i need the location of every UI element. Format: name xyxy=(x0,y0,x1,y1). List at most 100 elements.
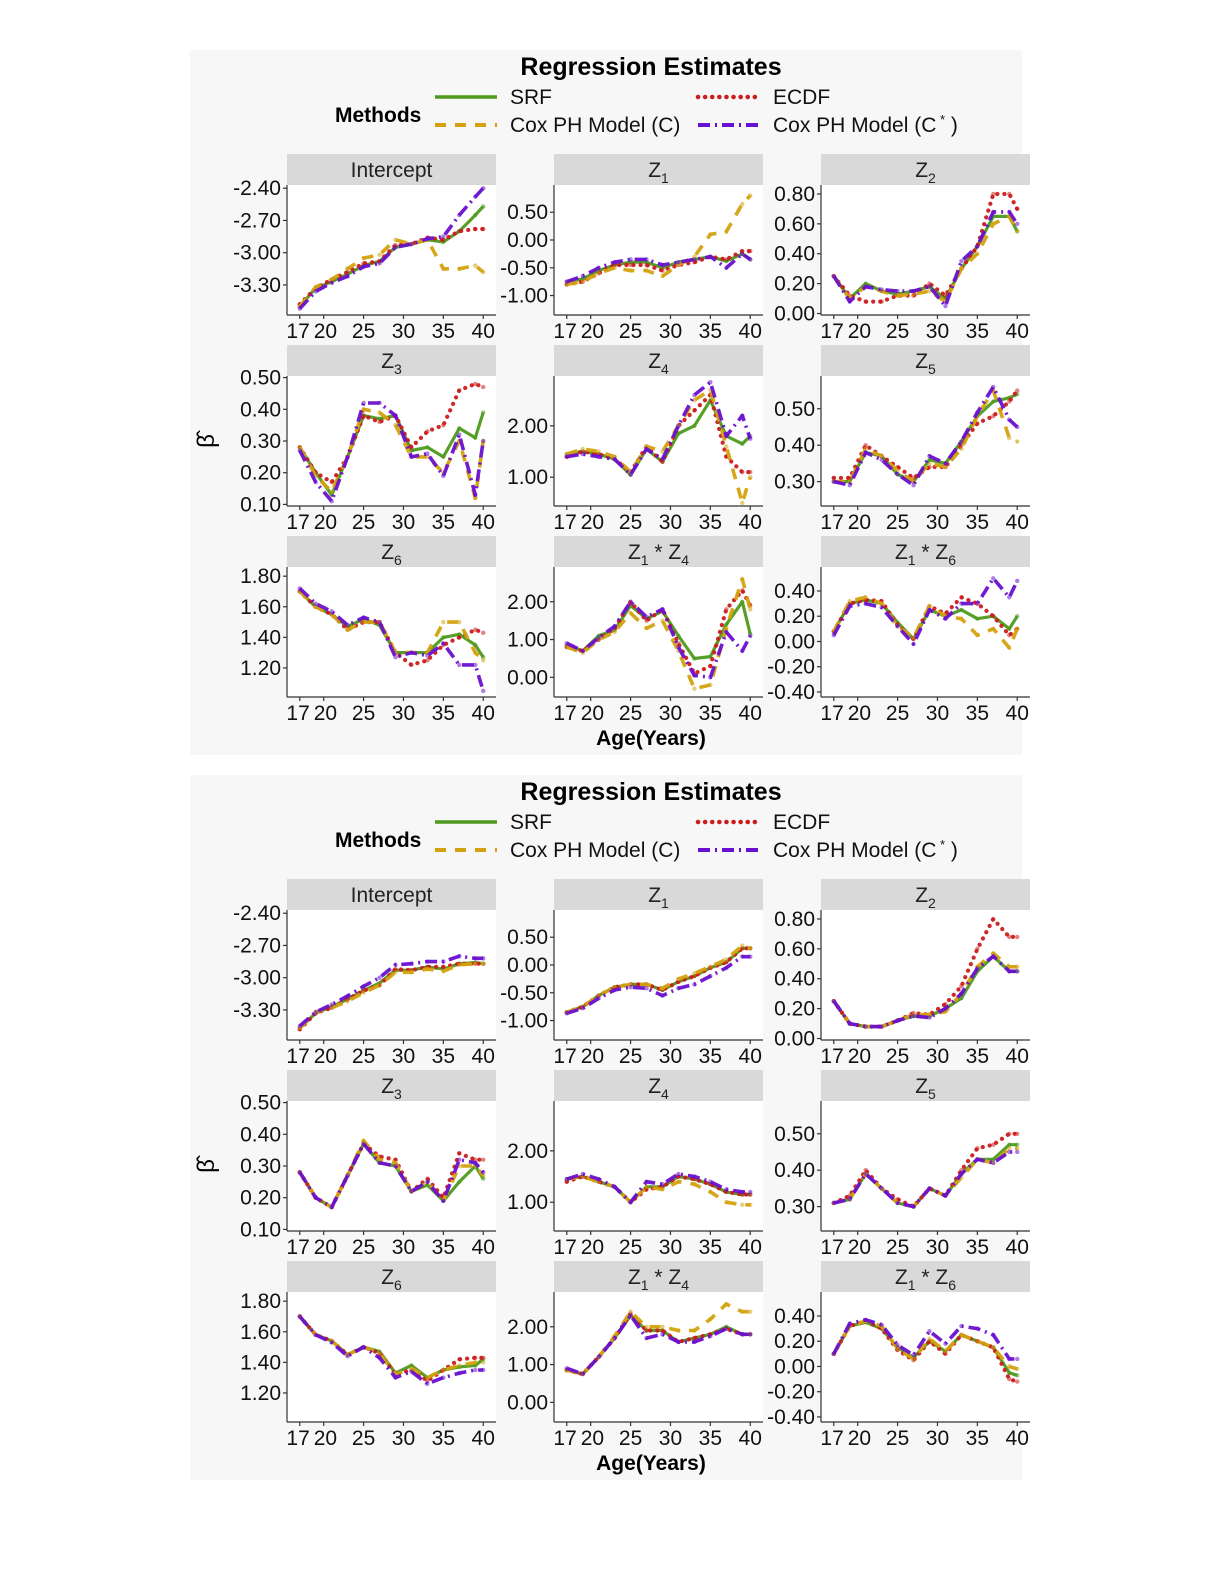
data-point-cox_cstar xyxy=(481,1170,486,1175)
data-point-ecdf xyxy=(975,946,980,952)
y-tick-label: -1.00 xyxy=(500,1010,548,1033)
panel-title: Intercept xyxy=(351,159,433,182)
panel-strip xyxy=(554,345,763,376)
data-point-cox_c xyxy=(1015,229,1020,234)
data-point-cox_cstar xyxy=(481,186,486,191)
panel-strip xyxy=(554,879,763,910)
data-point-cox_cstar xyxy=(927,1015,932,1020)
data-point-cox_c xyxy=(692,397,697,403)
data-point-cox_cstar xyxy=(473,1160,478,1166)
x-tick-label: 40 xyxy=(1006,320,1029,343)
data-point-cox_cstar xyxy=(847,1321,852,1326)
data-point-cox_cstar xyxy=(297,1314,302,1319)
legend-item-cox_c: Cox PH Model (C) xyxy=(435,839,680,862)
panel-title: Z1 * Z6 xyxy=(895,541,956,568)
data-point-cox_c xyxy=(724,626,729,631)
label-subscript: 1 xyxy=(641,1277,649,1293)
data-point-cox_c xyxy=(441,619,446,625)
data-point-cox_cstar xyxy=(708,973,713,979)
x-tick-label: 30 xyxy=(659,1236,682,1259)
data-point-cox_c xyxy=(748,1202,753,1207)
data-point-cox_cstar xyxy=(409,454,414,460)
data-point-ecdf xyxy=(441,422,446,428)
data-point-srf xyxy=(1007,1370,1012,1375)
data-point-cox_cstar xyxy=(377,261,382,266)
data-point-ecdf xyxy=(748,469,753,475)
legend-item-ecdf: ECDF xyxy=(695,86,830,109)
data-point-cox_cstar xyxy=(329,609,334,614)
data-point-cox_cstar xyxy=(313,1009,318,1015)
data-point-cox_c xyxy=(377,1157,382,1162)
data-point-ecdf xyxy=(361,261,366,266)
y-tick-label: 0.40 xyxy=(240,1123,281,1146)
data-point-cox_cstar xyxy=(879,605,884,610)
data-point-cox_c xyxy=(596,449,601,454)
data-point-cox_cstar xyxy=(361,984,366,989)
data-point-cox_cstar xyxy=(612,1184,617,1190)
data-point-cox_cstar xyxy=(740,1332,745,1337)
data-point-cox_c xyxy=(959,446,964,452)
x-tick-label: 30 xyxy=(392,511,415,534)
data-point-cox_cstar xyxy=(596,996,601,1001)
data-point-cox_c xyxy=(393,970,398,975)
data-point-cox_c xyxy=(724,444,729,449)
x-tick-label: 20 xyxy=(314,1236,337,1259)
x-tick-label: 25 xyxy=(619,511,642,534)
y-tick-label: -0.50 xyxy=(500,257,548,280)
data-point-cox_cstar xyxy=(1015,424,1020,430)
label-part: * Z xyxy=(916,1266,949,1289)
panel-title: Intercept xyxy=(351,884,433,907)
data-point-cox_c xyxy=(911,635,916,640)
data-point-cox_cstar xyxy=(895,624,900,629)
legend-label-ecdf: ECDF xyxy=(773,811,830,834)
data-point-cox_cstar xyxy=(831,1351,836,1357)
data-point-cox_cstar xyxy=(991,954,996,959)
label-subscript: 4 xyxy=(661,361,669,377)
x-tick-label: 40 xyxy=(739,320,762,343)
data-point-cox_cstar xyxy=(863,1171,868,1177)
data-point-ecdf xyxy=(991,413,996,419)
data-point-cox_c xyxy=(1015,964,1020,969)
y-tick-label: -3.30 xyxy=(233,999,281,1022)
data-point-cox_cstar xyxy=(724,1187,729,1192)
data-point-ecdf xyxy=(393,966,398,972)
data-point-cox_cstar xyxy=(425,451,430,456)
data-point-ecdf xyxy=(473,226,478,232)
data-point-cox_c xyxy=(676,976,681,982)
data-point-cox_c xyxy=(660,1187,665,1192)
panel-title: Z1 xyxy=(648,884,669,911)
data-point-cox_c xyxy=(361,619,366,625)
data-point-cox_c xyxy=(1007,1146,1012,1151)
data-point-cox_cstar xyxy=(297,1170,302,1175)
data-point-cox_cstar xyxy=(329,280,334,285)
data-point-ecdf xyxy=(1007,1376,1012,1382)
y-tick-label: 0.20 xyxy=(774,998,815,1021)
data-point-cox_cstar xyxy=(361,1344,366,1350)
plot-area xyxy=(554,1292,763,1422)
label-subscript: 6 xyxy=(948,552,956,568)
data-point-srf xyxy=(481,655,486,660)
data-point-ecdf xyxy=(457,388,462,393)
data-point-cox_cstar xyxy=(991,1332,996,1338)
data-point-cox_cstar xyxy=(409,241,414,247)
data-point-cox_cstar xyxy=(473,956,478,961)
y-tick-label: 0.40 xyxy=(774,434,815,457)
data-point-cox_cstar xyxy=(409,1189,414,1194)
data-point-cox_c xyxy=(959,1332,964,1338)
panel-strip xyxy=(821,154,1030,185)
data-point-cox_c xyxy=(748,193,753,198)
data-point-cox_cstar xyxy=(959,259,964,264)
data-point-cox_cstar xyxy=(345,454,350,460)
data-point-cox_cstar xyxy=(708,379,713,385)
x-tick-label: 17 xyxy=(553,511,576,534)
x-tick-label: 30 xyxy=(659,1427,682,1450)
x-tick-label: 25 xyxy=(352,1045,375,1068)
data-point-cox_cstar xyxy=(564,1011,569,1016)
data-point-cox_cstar xyxy=(943,1006,948,1011)
legend-text-part: Cox PH Model (C xyxy=(773,839,936,862)
x-tick-label: 30 xyxy=(392,702,415,725)
y-tick-label: -0.20 xyxy=(767,1381,815,1404)
data-point-cox_cstar xyxy=(1015,969,1020,974)
